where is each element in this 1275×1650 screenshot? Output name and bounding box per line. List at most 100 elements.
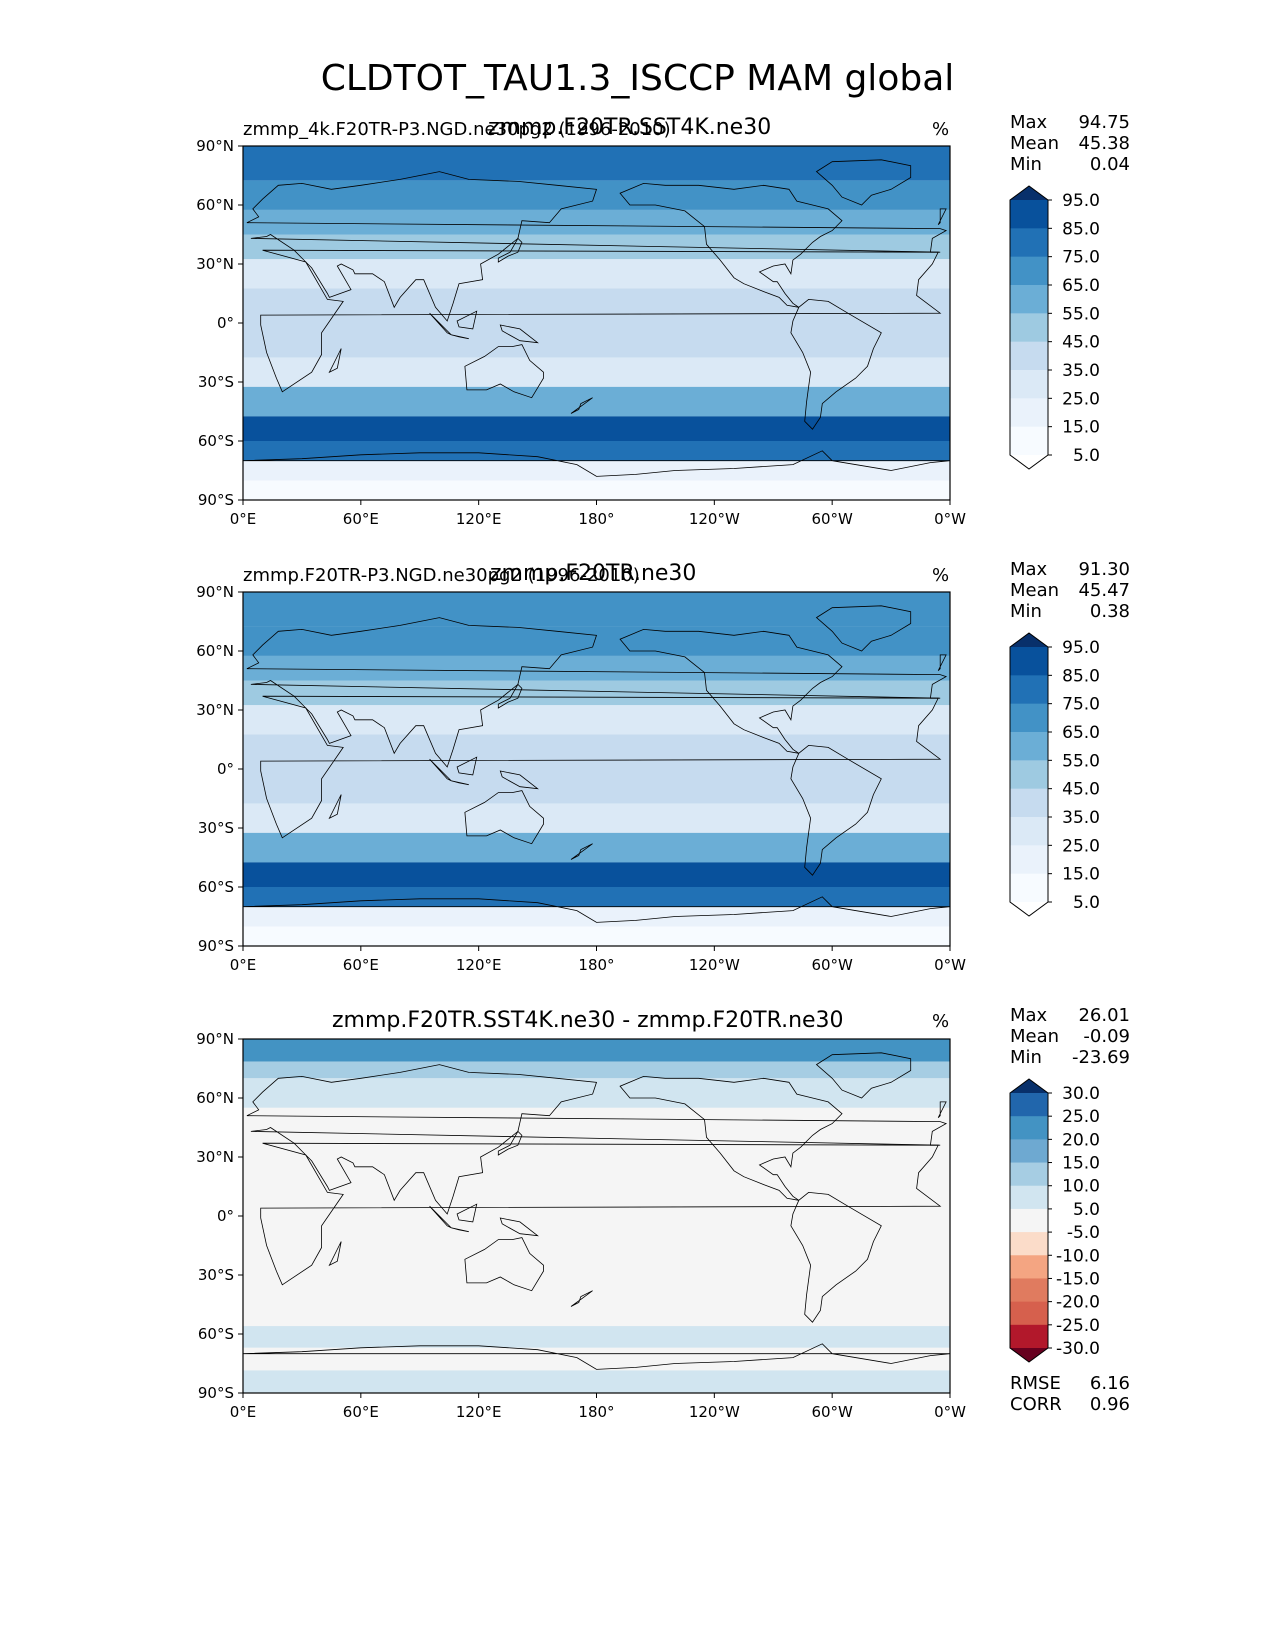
coastline: [570, 1290, 593, 1307]
coastline: [243, 896, 950, 923]
x-tick-label: 60°W: [811, 956, 853, 974]
zonal-band: [243, 357, 950, 387]
x-tick-label: 0°W: [934, 956, 966, 974]
y-tick-label: 90°N: [196, 140, 234, 155]
panel-1-max-label: Max: [1010, 112, 1048, 133]
zonal-band: [243, 1039, 950, 1062]
colorbar-label: 35.0: [1062, 808, 1100, 828]
panel-3-max-label: Max: [1010, 1005, 1048, 1026]
colorbar-segment: [1010, 675, 1048, 705]
panel-3-rmse-label: RMSE: [1010, 1373, 1061, 1394]
panel-1-mean-value: 45.38: [1078, 133, 1130, 154]
coastline: [619, 628, 843, 754]
colorbar-label: -5.0: [1067, 1223, 1100, 1243]
coastline: [451, 780, 469, 786]
colorbar-label: 65.0: [1062, 723, 1100, 743]
colorbar-segment: [1010, 760, 1048, 790]
zonal-band: [243, 592, 950, 627]
colorbar-label: 85.0: [1062, 666, 1100, 686]
zonal-band: [243, 680, 950, 706]
coastline: [937, 208, 947, 225]
colorbar-segment: [1010, 1093, 1048, 1117]
panel-2-units: %: [932, 565, 950, 586]
colorbar-segment: [1010, 1232, 1048, 1256]
colorbar-extend-max: [1010, 633, 1048, 647]
x-tick-label: 180°: [578, 1403, 614, 1421]
coastline: [328, 1241, 342, 1267]
y-tick-label: 30°N: [196, 701, 234, 719]
zonal-band: [243, 1171, 950, 1202]
x-tick-label: 60°E: [343, 1403, 379, 1421]
panel-1-units: %: [932, 119, 950, 140]
zonal-band: [243, 441, 950, 461]
colorbar-label: 5.0: [1073, 893, 1100, 913]
coastline: [815, 159, 912, 206]
colorbar-segment: [1010, 398, 1048, 428]
colorbar-label: 55.0: [1062, 304, 1100, 324]
coastline: [451, 334, 469, 340]
y-tick-label: 0°: [217, 1207, 234, 1225]
zonal-band: [243, 1230, 950, 1261]
colorbar-label: -20.0: [1056, 1293, 1100, 1313]
colorbar-segment: [1010, 647, 1048, 676]
coastline: [260, 1142, 942, 1286]
y-tick-label: 60°N: [196, 1089, 234, 1107]
colorbar-label: 5.0: [1073, 446, 1100, 466]
colorbar-label: 20.0: [1062, 1130, 1100, 1150]
y-tick-label: 30°N: [196, 255, 234, 273]
zonal-band: [243, 313, 950, 333]
coastline: [328, 794, 342, 820]
coastline: [937, 1101, 947, 1118]
colorbar-segment: [1010, 256, 1048, 286]
colorbar-label: -30.0: [1056, 1339, 1100, 1359]
x-tick-label: 120°W: [689, 1403, 740, 1421]
panel-3-units: %: [932, 1011, 950, 1032]
panel-1-mean-label: Mean: [1010, 133, 1060, 154]
colorbar-segment: [1010, 1185, 1048, 1210]
colorbar-label: 35.0: [1062, 361, 1100, 381]
zonal-band: [243, 906, 950, 927]
x-tick-label: 60°W: [811, 1403, 853, 1421]
coastline: [456, 756, 478, 776]
y-tick-label: 90°N: [196, 586, 234, 601]
coastline: [497, 683, 523, 709]
coastline: [260, 249, 942, 393]
colorbar-extend-min: [1010, 902, 1048, 916]
y-tick-label: 0°: [217, 760, 234, 778]
colorbar-segment: [1010, 285, 1048, 314]
colorbar-segment: [1010, 817, 1048, 846]
panel-3-corr-label: CORR: [1010, 1394, 1062, 1415]
coastline: [246, 1064, 948, 1215]
panel-1-map: 0°E 60°E 120°E 180° 120°W 60°W 0°W 90°N 60°N 30°N…: [196, 140, 966, 528]
y-tick-label: 0°: [217, 314, 234, 332]
colorbar-label: 45.0: [1062, 780, 1100, 800]
y-tick-label: 60°S: [198, 432, 234, 450]
zonal-band: [243, 288, 950, 314]
colorbar-extend-max: [1010, 1079, 1048, 1093]
zonal-band: [243, 626, 950, 656]
zonal-band: [243, 1201, 950, 1231]
y-tick-label: 90°N: [196, 1033, 234, 1048]
coastline: [464, 344, 544, 399]
zonal-band: [243, 1347, 950, 1371]
zonal-band: [243, 209, 950, 235]
panel-3-title: zmmp.F20TR.SST4K.ne30 - zmmp.F20TR.ne30: [332, 1008, 844, 1033]
colorbar-segment: [1010, 1255, 1048, 1279]
colorbar-segment: [1010, 426, 1048, 456]
coastline: [243, 450, 950, 477]
zonal-band: [243, 1326, 950, 1348]
colorbar-extend-min: [1010, 1348, 1048, 1362]
colorbar-extend-min: [1010, 455, 1048, 469]
coastline: [246, 617, 948, 768]
panel-3-rmse-value: 6.16: [1089, 1373, 1130, 1394]
colorbar-segment: [1010, 788, 1048, 818]
coastline: [570, 397, 593, 414]
colorbar-label: 95.0: [1062, 191, 1100, 211]
zonal-band: [243, 862, 950, 887]
colorbar-label: 45.0: [1062, 333, 1100, 353]
coastline: [451, 1227, 469, 1233]
zonal-band: [243, 832, 950, 863]
y-tick-label: 90°S: [198, 1384, 234, 1402]
zonal-band: [243, 1107, 950, 1143]
colorbar-label: 25.0: [1062, 389, 1100, 409]
